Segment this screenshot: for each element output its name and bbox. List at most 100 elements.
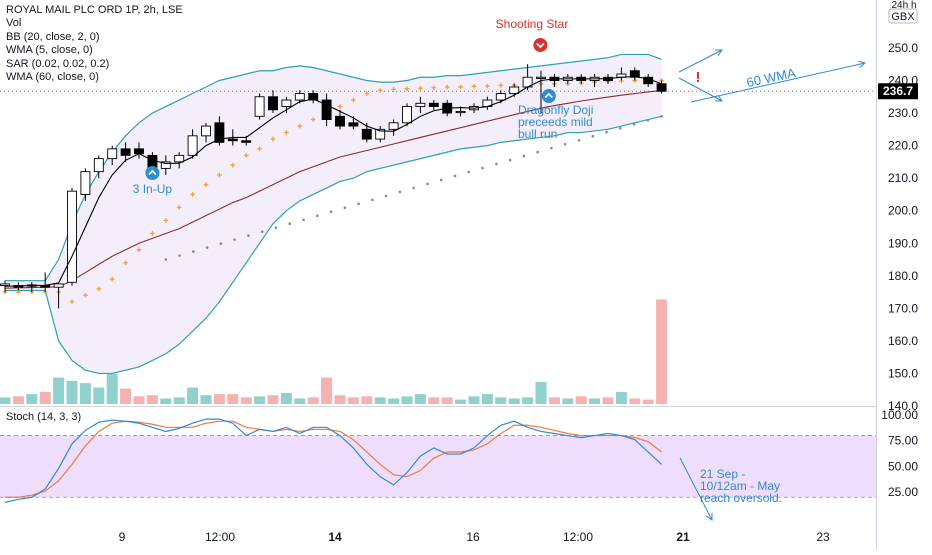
volume-bar	[548, 397, 560, 404]
three-in-up-label: 3 In-Up	[133, 182, 173, 196]
volume-bar	[53, 377, 65, 404]
trend-dot	[371, 198, 374, 202]
candle-down	[335, 115, 345, 127]
candle-up	[415, 102, 426, 107]
price-tick-label: 180.0	[888, 269, 918, 283]
volume-bar	[133, 396, 145, 404]
legend-vol: Vol	[6, 17, 22, 30]
trend-dot	[343, 206, 347, 210]
note-line1: 21 Sep -	[700, 467, 745, 481]
sar-point	[163, 218, 169, 223]
trend-dot	[605, 130, 608, 134]
sar-point	[123, 260, 128, 266]
sar-point	[203, 182, 209, 187]
sar-point	[297, 123, 303, 129]
stoch-band	[0, 435, 876, 498]
volume-bar	[254, 396, 266, 404]
volume-bar	[294, 398, 306, 404]
volume-bar	[522, 397, 534, 404]
candle-up	[294, 93, 305, 101]
candle-up	[495, 93, 506, 101]
price-tick-label: 230.0	[888, 106, 918, 120]
candle-down	[656, 83, 667, 92]
volume-bar	[120, 388, 132, 404]
legend-wma60: WMA (60, close, 0)	[6, 71, 99, 84]
sar-point	[310, 117, 316, 122]
volume-bars	[0, 299, 668, 404]
bollinger-band-fill	[5, 54, 662, 374]
price-tick-label: 220.0	[888, 139, 918, 153]
candle-down	[241, 140, 252, 143]
volume-bar	[468, 396, 480, 404]
trend-dot	[178, 254, 181, 257]
volume-bar	[535, 382, 547, 404]
volume-bar	[227, 394, 239, 404]
candle-up	[402, 106, 412, 124]
trend-dot	[577, 138, 581, 142]
trend-dot	[467, 170, 471, 174]
arrow-stoch-projection	[679, 457, 713, 521]
stoch-tick-label: 75.00	[888, 434, 918, 448]
trend-dot	[439, 178, 443, 182]
trend-dot	[219, 242, 223, 245]
volume-bar	[455, 399, 467, 404]
volume-bar	[642, 399, 654, 404]
trend-dot	[247, 234, 250, 237]
candle-up	[388, 122, 399, 130]
stoch-tick-label: 100.00	[881, 408, 918, 422]
volume-bar	[146, 395, 158, 404]
chart-background	[0, 0, 877, 550]
volume-bar	[575, 396, 587, 404]
volume-bar	[481, 394, 493, 404]
indicator-legend: ROYAL MAIL PLC ORD 1P, 2h, LSE Vol BB (2…	[6, 4, 183, 84]
stochastic-pane: Stoch (14, 3, 3)	[0, 411, 876, 503]
sar-point	[364, 91, 370, 96]
price-pane	[0, 53, 876, 375]
axes: 250.0240.0230.0220.0210.0200.0190.0180.0…	[119, 0, 919, 544]
candle-up	[201, 125, 211, 137]
volume-bar	[240, 397, 252, 404]
stoch-k-line	[4, 418, 663, 503]
price-tick-label: 210.0	[888, 171, 918, 185]
trend-dot	[495, 162, 498, 166]
volume-bar	[39, 391, 51, 404]
bollinger-lower-line	[5, 115, 662, 375]
stoch-tick-label: 25.00	[888, 485, 918, 499]
sar-point	[391, 86, 396, 92]
time-tick-label: 12:00	[205, 530, 235, 544]
volume-bar	[401, 396, 413, 404]
volume-bar	[200, 395, 212, 404]
price-tick-label: 140.0	[888, 399, 918, 413]
sar-point	[498, 83, 504, 88]
price-tick-label: 160.0	[888, 334, 918, 348]
shooting-star-badge	[533, 38, 548, 52]
volume-bar	[26, 394, 38, 404]
volume-bar	[495, 397, 507, 404]
candle-up	[107, 148, 118, 160]
volume-bar	[0, 397, 11, 404]
price-tick-label: 170.0	[888, 301, 918, 315]
candle-up	[509, 86, 520, 94]
trend-dot	[646, 118, 650, 122]
volume-bar	[562, 398, 574, 404]
volume-bar	[428, 397, 440, 404]
trend-dot	[563, 142, 567, 146]
volume-bar	[388, 398, 400, 404]
stoch-tick-label: 50.00	[888, 459, 918, 473]
trend-dot	[205, 246, 209, 249]
sar-point	[418, 86, 423, 91]
candle-down	[268, 96, 278, 111]
trend-dot	[550, 146, 553, 150]
trend-dot	[274, 226, 278, 229]
sar-point	[136, 247, 142, 253]
price-tick-label: 150.0	[888, 366, 918, 380]
sar-point	[444, 84, 450, 90]
candle-up	[80, 171, 91, 195]
time-tick-label: 21	[676, 530, 690, 544]
sar-point	[284, 130, 289, 135]
candle-up	[174, 154, 185, 163]
time-tick-label: 9	[119, 530, 126, 544]
candle-up	[53, 283, 64, 288]
